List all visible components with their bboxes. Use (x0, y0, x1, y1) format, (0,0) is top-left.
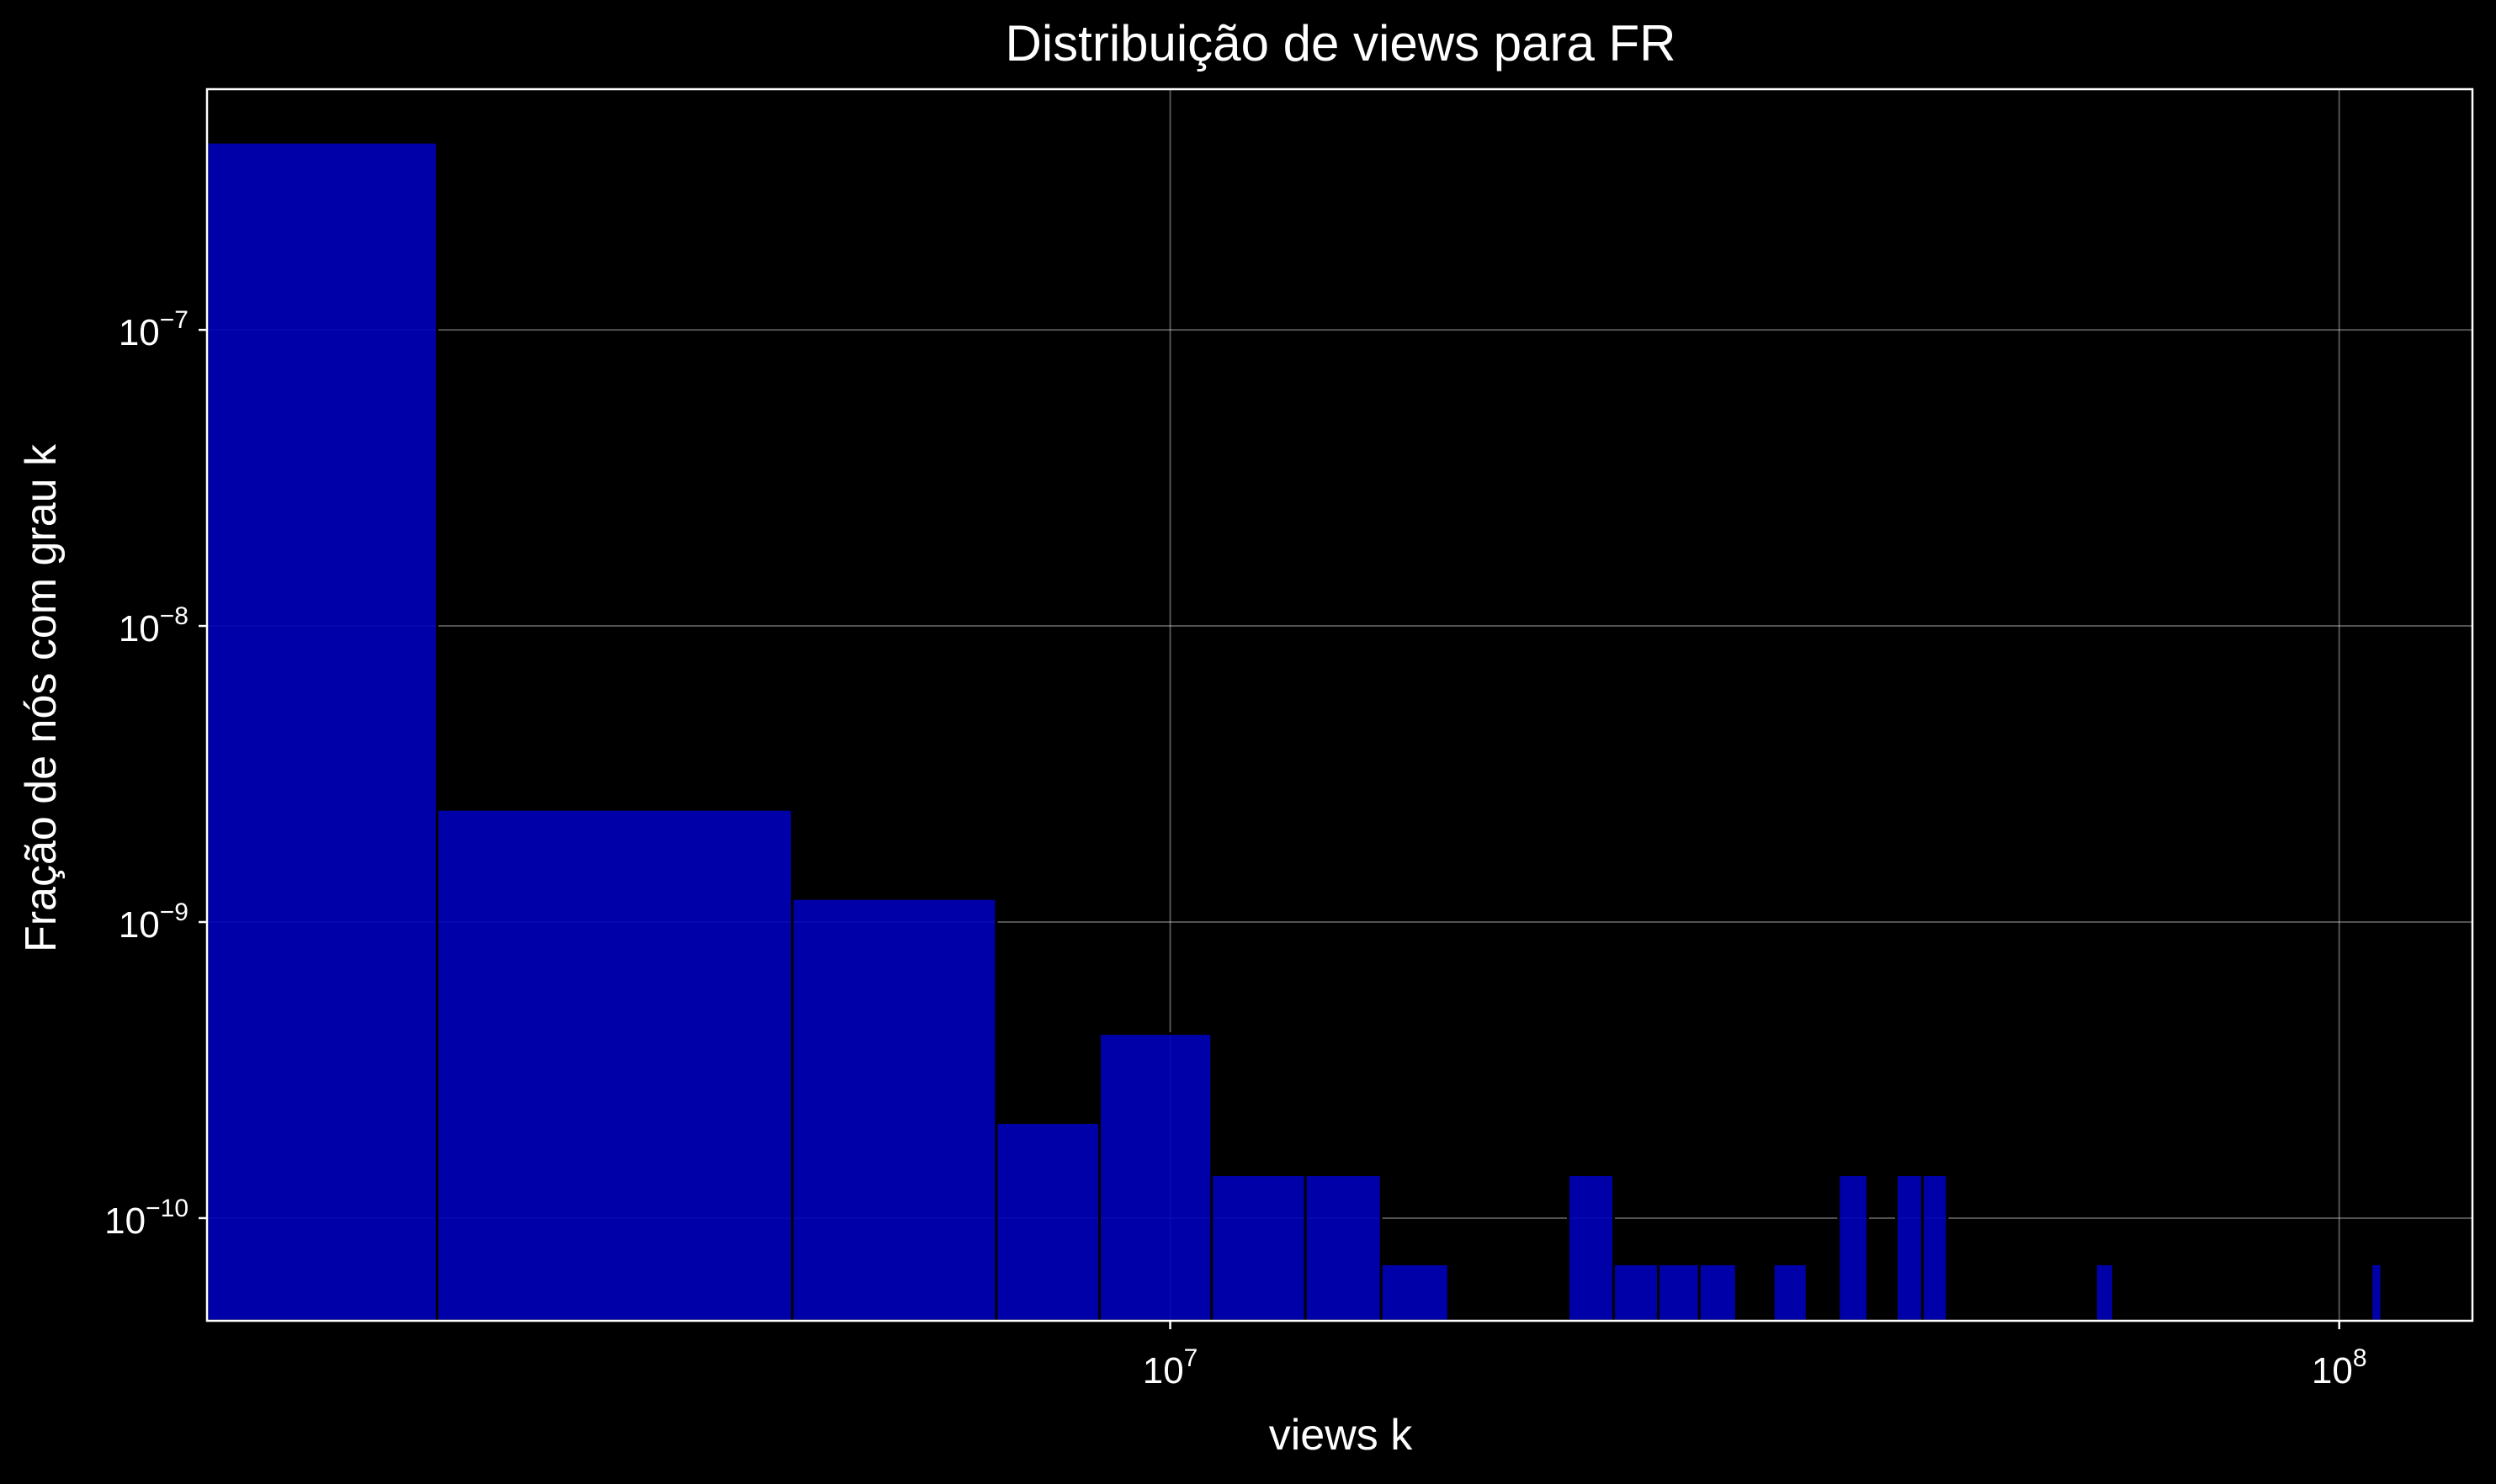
histogram-bar (2094, 1262, 2115, 1322)
histogram-bar (2370, 1262, 2383, 1322)
histogram-bar (1304, 1174, 1383, 1322)
histogram-bar (1612, 1262, 1660, 1322)
histogram-bar (435, 808, 794, 1322)
x-axis-label: views k (1269, 1411, 1413, 1460)
histogram-bar (1837, 1174, 1869, 1322)
histogram-bar (1210, 1174, 1307, 1322)
plot-area-frame (205, 87, 2474, 1322)
histogram-bar (1379, 1262, 1450, 1322)
histogram-bar (790, 897, 998, 1322)
histogram-bar (205, 140, 438, 1322)
histogram-bar (1894, 1174, 1924, 1322)
y-tick-label: 10−10 (104, 1195, 189, 1242)
x-axis-ticks: 107 108 (1143, 1321, 2367, 1391)
histogram-bar (1098, 1032, 1213, 1322)
y-tick-label: 10−7 (119, 306, 189, 353)
y-axis-label: Fração de nós com grau k (17, 443, 66, 952)
y-tick-label: 10−9 (119, 898, 189, 946)
y-tick-label: 10−8 (119, 602, 189, 649)
x-tick-label: 108 (2312, 1344, 2367, 1391)
histogram-bar (1566, 1174, 1615, 1322)
chart-title: Distribuição de views para FR (1006, 15, 1676, 72)
histogram-bar (995, 1121, 1102, 1322)
histogram-bar (1656, 1262, 1701, 1322)
y-axis-ticks: 10−7 10−8 10−9 10−10 (104, 306, 207, 1242)
histogram-bars (205, 140, 2383, 1322)
x-tick-label: 107 (1143, 1344, 1198, 1391)
histogram-bar (1771, 1262, 1808, 1322)
histogram-bar (1920, 1174, 1949, 1322)
histogram-bar (1697, 1262, 1738, 1322)
